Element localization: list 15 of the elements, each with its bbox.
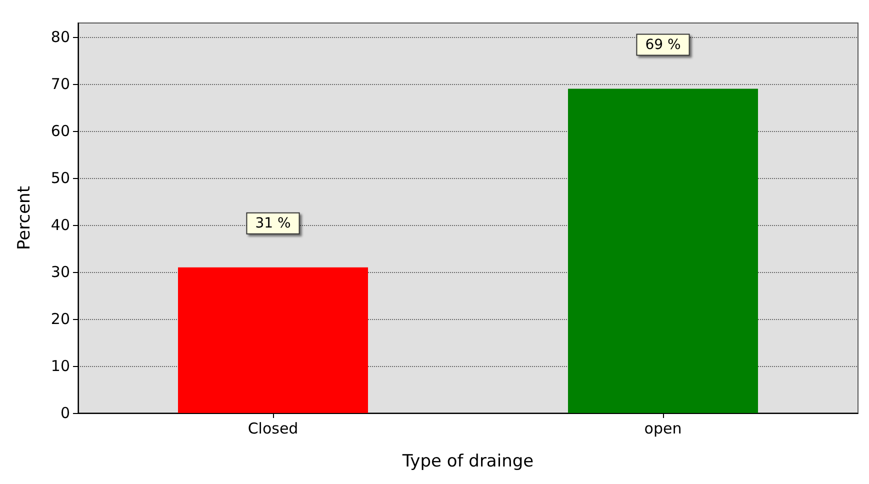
y-tick-label: 0 <box>60 404 70 422</box>
y-tick-label: 70 <box>50 75 70 94</box>
data-label: 31 % <box>255 215 291 232</box>
x-tick-label: open <box>644 420 682 438</box>
y-tick-label: 50 <box>50 169 70 188</box>
x-axis-title: Type of drainge <box>401 452 534 472</box>
y-tick-label: 40 <box>50 216 70 234</box>
y-axis-title: Percent <box>14 186 34 250</box>
y-tick-label: 80 <box>50 28 70 46</box>
y-tick-label: 30 <box>50 263 70 282</box>
data-label: 69 % <box>645 36 681 53</box>
y-tick-label: 20 <box>50 310 70 328</box>
x-tick-label: Closed <box>248 420 298 438</box>
y-tick-label: 10 <box>50 357 70 376</box>
y-tick-label: 60 <box>50 122 70 140</box>
